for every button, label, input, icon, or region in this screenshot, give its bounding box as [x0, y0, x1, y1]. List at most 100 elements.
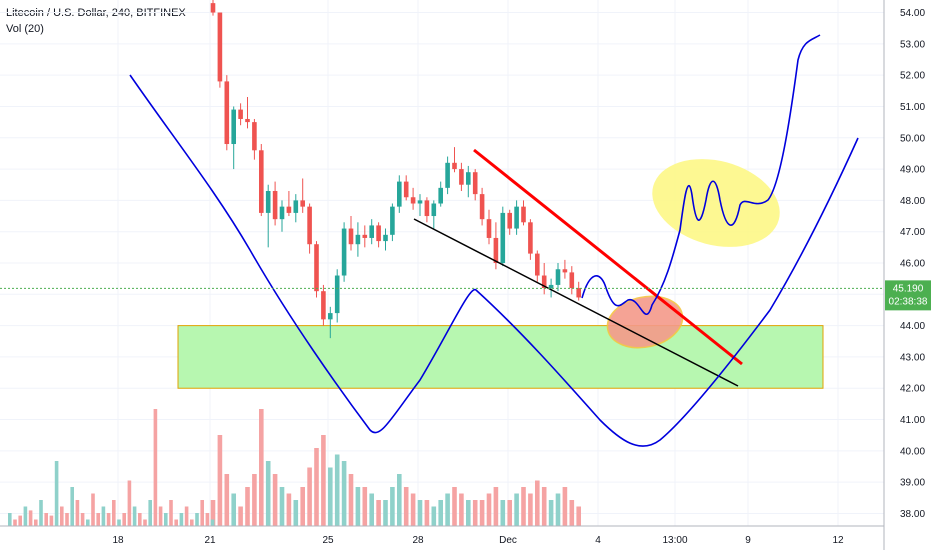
candle-body: [238, 109, 243, 119]
volume-bar: [195, 513, 199, 526]
volume-bar: [569, 500, 575, 526]
volume-bar: [362, 487, 368, 526]
volume-bar: [184, 506, 189, 526]
volume-bar: [500, 500, 506, 526]
yellow-ellipse: [652, 159, 780, 247]
candle-body: [355, 234, 361, 245]
volume-bar: [91, 493, 95, 526]
volume-bar: [200, 500, 204, 526]
candle-body: [431, 203, 437, 217]
volume-bar: [138, 513, 142, 526]
y-tick-label: 50.00: [900, 133, 925, 144]
candle-body: [486, 219, 492, 238]
candle-body: [479, 194, 485, 220]
candle-body: [245, 118, 250, 123]
candle-body: [493, 237, 499, 263]
candle-body: [252, 122, 257, 151]
volume-bar: [328, 467, 333, 526]
candle-body: [445, 162, 450, 188]
y-tick-label: 44.00: [900, 321, 925, 332]
volume-bar: [424, 500, 430, 526]
volume-bar: [314, 448, 319, 526]
candle-body: [286, 206, 292, 213]
red-ellipse: [606, 295, 684, 349]
volume-bar: [179, 513, 184, 526]
x-tick-label: 28: [412, 535, 424, 546]
candles: [210, 0, 581, 339]
volume-bar: [70, 487, 74, 526]
volume-bar: [438, 500, 443, 526]
candle-body: [459, 169, 464, 185]
candle-body: [210, 3, 216, 13]
x-tick-label: 4: [595, 535, 601, 546]
volume-bar: [148, 500, 152, 526]
last-price-value: 45.190: [893, 283, 924, 294]
candle-body: [341, 228, 347, 276]
volume-bar: [459, 493, 464, 526]
volume-bar: [231, 493, 236, 526]
y-tick-label: 47.00: [900, 227, 925, 238]
volume-bar: [334, 454, 340, 526]
y-tick-label: 38.00: [900, 509, 925, 520]
volume-bar: [205, 513, 210, 526]
volume-bar: [106, 513, 111, 526]
candle-body: [328, 313, 333, 320]
volume-bar: [541, 487, 547, 526]
candle-body: [334, 275, 340, 314]
candle-body: [376, 225, 381, 242]
candle-body: [224, 81, 230, 145]
volume-bar: [190, 519, 194, 526]
volume-bar: [272, 474, 278, 526]
volume-bar: [376, 500, 381, 526]
volume-bar: [65, 513, 69, 526]
candle-body: [569, 272, 575, 289]
candle-body: [555, 269, 561, 285]
volume-bar: [431, 506, 437, 526]
candle-body: [265, 190, 271, 213]
volume-bar: [397, 474, 402, 526]
candle-body: [466, 172, 471, 185]
volume-bar: [307, 467, 312, 526]
candle-body: [410, 197, 416, 204]
candle-body: [390, 206, 395, 235]
volume-bar: [445, 493, 450, 526]
x-tick-label: 21: [204, 535, 216, 546]
x-tick-label: 12: [832, 535, 844, 546]
volume-bar: [466, 500, 471, 526]
candle-body: [300, 200, 305, 207]
candle-body: [417, 200, 423, 204]
candle-body: [562, 269, 568, 273]
x-tick-label: 18: [112, 535, 124, 546]
volume-bar: [259, 409, 264, 526]
volume-bar: [122, 513, 126, 526]
volume-bar: [507, 500, 512, 526]
candle-body: [321, 291, 326, 320]
volume-bar: [174, 519, 178, 526]
volume-bar: [44, 513, 48, 526]
volume-bar: [210, 500, 216, 526]
candle-body: [369, 225, 374, 238]
volume-indicator-label[interactable]: Vol (20): [6, 23, 44, 35]
volume-bar: [369, 493, 374, 526]
y-tick-label: 52.00: [900, 71, 925, 82]
y-tick-label: 43.00: [900, 352, 925, 363]
volume-bar: [28, 510, 33, 526]
projection-path-lower: [129, 74, 859, 447]
candle-body: [383, 234, 388, 242]
support-zone: [177, 325, 824, 389]
volume-bar: [238, 506, 243, 526]
volume-bar: [390, 487, 395, 526]
volume-bar: [479, 500, 485, 526]
volume-bars: [8, 409, 581, 526]
volume-bar: [34, 519, 38, 526]
volume-bar: [158, 506, 163, 526]
volume-bar: [472, 500, 478, 526]
candle-body: [514, 206, 519, 229]
volume-bar: [535, 480, 540, 526]
candle-body: [438, 187, 443, 204]
volume-bar: [164, 513, 168, 526]
volume-bar: [493, 487, 499, 526]
volume-bar: [321, 435, 326, 526]
candle-body: [576, 288, 581, 298]
